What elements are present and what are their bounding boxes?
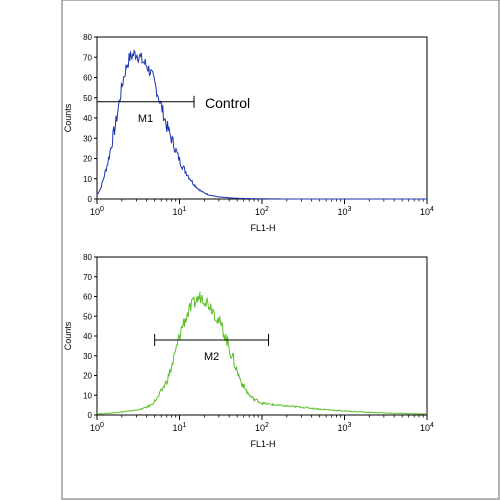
- y-tick-label: 60: [83, 293, 92, 302]
- y-axis-label: Counts: [63, 321, 73, 350]
- x-axis-label: FL1-H: [250, 223, 275, 233]
- gate-label: M2: [204, 351, 219, 363]
- x-axis: 100 101 102 103 104: [90, 415, 434, 433]
- histogram-panel-control: 0 10 20 30 40 50 60 70 80 100 101 102 103 104 Counts…: [63, 33, 434, 233]
- histogram-curve: [96, 49, 427, 200]
- histogram-curve: [96, 291, 428, 415]
- y-tick-label: 70: [83, 53, 92, 62]
- y-tick-label: 50: [83, 312, 92, 321]
- y-tick-label: 30: [83, 352, 92, 361]
- y-axis-label: Counts: [63, 103, 73, 132]
- x-tick-label: 101: [173, 206, 187, 217]
- y-tick-label: 30: [83, 134, 92, 143]
- x-tick-label: 102: [255, 422, 269, 433]
- y-tick-label: 20: [83, 155, 92, 164]
- x-tick-label: 103: [338, 422, 352, 433]
- y-tick-label: 80: [83, 33, 92, 42]
- x-tick-label: 104: [420, 422, 434, 433]
- histogram-panel-sample: 0 10 20 30 40 50 60 70 80 100 101 102 103 104 Counts…: [63, 253, 434, 449]
- y-tick-label: 10: [83, 391, 92, 400]
- y-tick-label: 20: [83, 372, 92, 381]
- y-tick-label: 70: [83, 273, 92, 282]
- y-tick-label: 0: [88, 411, 93, 420]
- figure-border: [61, 0, 500, 500]
- y-axis: 0 10 20 30 40 50 60 70 80: [83, 33, 97, 204]
- y-tick-label: 50: [83, 94, 92, 103]
- y-tick-label: 40: [83, 114, 92, 123]
- y-tick-label: 80: [83, 253, 92, 262]
- x-tick-label: 100: [90, 206, 104, 217]
- y-tick-label: 10: [83, 175, 92, 184]
- x-tick-label: 101: [173, 422, 187, 433]
- y-tick-label: 0: [88, 195, 93, 204]
- y-axis: 0 10 20 30 40 50 60 70 80: [83, 253, 97, 420]
- x-axis-label: FL1-H: [250, 439, 275, 449]
- x-axis: 100 101 102 103 104: [90, 199, 434, 217]
- x-tick-label: 103: [338, 206, 352, 217]
- control-annotation: Control: [205, 95, 250, 111]
- gate-marker: M2: [154, 333, 270, 363]
- gate-label: M1: [138, 113, 153, 125]
- x-tick-label: 104: [420, 206, 434, 217]
- y-tick-label: 60: [83, 74, 92, 83]
- y-tick-label: 40: [83, 332, 92, 341]
- x-tick-label: 100: [90, 422, 104, 433]
- x-tick-label: 102: [255, 206, 269, 217]
- gate-marker: M1: [96, 95, 195, 125]
